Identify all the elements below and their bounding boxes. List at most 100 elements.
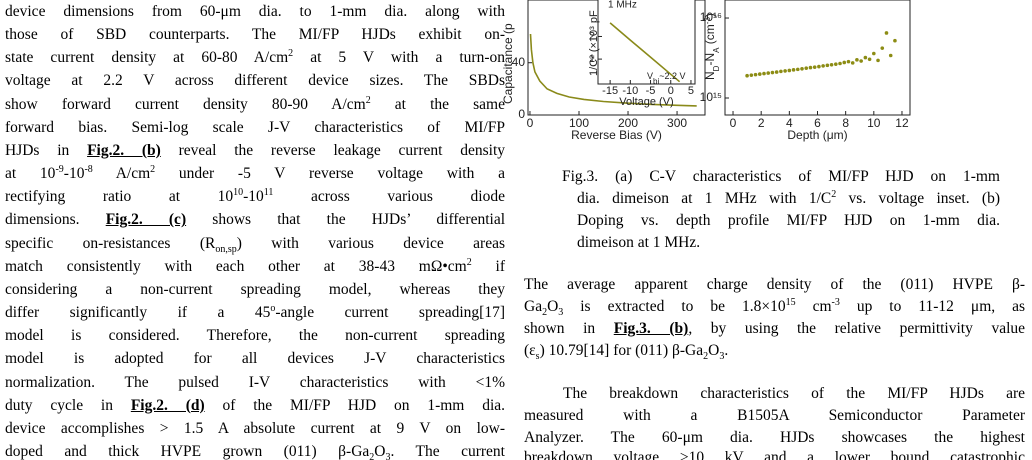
text-line: match consistently with each other at 38… bbox=[5, 257, 505, 276]
text-line: differ significantly if a 45o-angle curr… bbox=[5, 303, 505, 322]
text-run: ) bbox=[703, 13, 717, 17]
text-run: shown in bbox=[524, 320, 614, 337]
figure-reference[interactable]: Fig.2. (d) bbox=[130, 396, 205, 414]
text-run: O bbox=[374, 443, 386, 460]
text-run: forward bias. Semi-log scale J-V charact… bbox=[5, 118, 505, 136]
y-tick-label: 0 bbox=[518, 107, 525, 121]
text-run: is extracted to be 1.8×10 bbox=[563, 298, 786, 315]
data-point bbox=[850, 61, 855, 65]
x-tick-label: 12 bbox=[895, 116, 909, 130]
x-tick-label: -10 bbox=[622, 85, 638, 97]
data-point bbox=[753, 72, 758, 77]
data-point bbox=[863, 55, 868, 60]
data-point bbox=[745, 73, 749, 78]
data-point bbox=[812, 65, 817, 69]
subscript: 3 bbox=[558, 307, 564, 319]
y-axis-label: Capacitance (p bbox=[501, 23, 515, 104]
figure-reference[interactable]: Fig.3. (b) bbox=[613, 320, 689, 337]
x-tick-label: 0 bbox=[730, 116, 737, 130]
y-tick-label: 40 bbox=[512, 55, 526, 69]
text-run: HJDs in bbox=[5, 141, 88, 159]
text-line: device dimensions from 60-μm dia. to 1-m… bbox=[5, 2, 505, 21]
data-point bbox=[872, 51, 876, 56]
subscript: on,sp bbox=[215, 243, 237, 255]
data-point bbox=[791, 68, 796, 72]
text-run: vs. voltage inset. (b) bbox=[836, 190, 1000, 207]
data-point bbox=[825, 63, 830, 68]
text-line: shown in Fig.3. (b), by using the relati… bbox=[524, 319, 1025, 338]
figure-reference[interactable]: Fig.2. (c) bbox=[105, 211, 187, 229]
subscript: bi bbox=[653, 77, 659, 86]
data-point bbox=[787, 68, 792, 73]
data-point bbox=[888, 53, 893, 58]
text-line: dimensions. Fig.2. (c) shows that the HJ… bbox=[5, 210, 505, 229]
text-line: specific on-resistances (Ron,sp) with va… bbox=[5, 234, 505, 255]
y-tick-label: 1 bbox=[589, 53, 595, 65]
subscript: s bbox=[535, 351, 540, 363]
superscript: -9 bbox=[55, 163, 64, 175]
data-point bbox=[804, 66, 809, 70]
text-run: dimeison at 1 MHz. bbox=[577, 234, 701, 251]
text-run: at the same bbox=[370, 95, 505, 113]
text-run: The breakdown characteristics of the MI/… bbox=[563, 385, 1025, 402]
superscript: 2 bbox=[365, 94, 371, 106]
text-line: Ga2O3 is extracted to be 1.8×1015 cm-3 u… bbox=[524, 296, 1026, 319]
y-axis-label: 1/C² (×10³ pF bbox=[588, 10, 600, 76]
text-run: O bbox=[547, 298, 559, 315]
text-line: those of SBD counterparts. The MI/FP HJD… bbox=[5, 25, 505, 44]
text-run: up to 11-12 μm, as bbox=[839, 298, 1026, 315]
text-run: -10 bbox=[63, 165, 85, 183]
x-axis-label: Depth (μm) bbox=[787, 128, 847, 142]
text-run: Fig.3. (a) C-V characteristics of MI/FP … bbox=[562, 168, 1000, 185]
subscript: 2 bbox=[542, 307, 548, 319]
text-run: V bbox=[647, 71, 653, 81]
text-run: device accomplishes > 1.5 A absolute cur… bbox=[5, 419, 505, 437]
text-line: (εs) 10.79[14] for (011) β-Ga2O3. bbox=[524, 341, 1025, 363]
data-point bbox=[774, 70, 779, 74]
text-run: measured with a B1505A Semiconductor Par… bbox=[524, 407, 1025, 424]
text-line: normalization. The pulsed I-V characteri… bbox=[5, 373, 505, 392]
text-run: considering a non-current spreading mode… bbox=[5, 280, 505, 298]
text-run: rectifying ratio at 10 bbox=[5, 188, 234, 206]
data-point bbox=[817, 64, 821, 69]
text-run: of the MI/FP HJD on 1-mm dia. bbox=[204, 396, 506, 414]
inset-annotation: Vbi~2.2 V bbox=[647, 71, 686, 86]
data-point bbox=[876, 58, 880, 63]
text-line: model is adopted for all devices J-V cha… bbox=[5, 349, 505, 368]
subscript: 3 bbox=[385, 452, 391, 460]
text-run: ) 10.79[14] for (011) β-Ga bbox=[539, 342, 704, 359]
figure-reference[interactable]: Fig.2. (b) bbox=[87, 141, 161, 159]
text-line: HJDs in Fig.2. (b) reveal the reverse le… bbox=[5, 141, 505, 160]
text-run: dia. dimeison at 1 MHz with 1/C bbox=[577, 190, 832, 207]
data-point bbox=[808, 65, 813, 70]
data-point bbox=[757, 72, 762, 76]
x-axis-label: Reverse Bias (V) bbox=[571, 128, 662, 142]
subscript: 3 bbox=[719, 351, 725, 363]
text-line: rectifying ratio at 1010-1011 across var… bbox=[5, 187, 505, 206]
text-run: reveal the reverse leakage current densi… bbox=[160, 141, 505, 159]
data-point bbox=[884, 31, 889, 35]
superscript: -3 bbox=[831, 296, 840, 308]
data-point bbox=[762, 71, 766, 76]
y-axis-label: ND-NA (cm-3) bbox=[703, 13, 721, 80]
text-run: across various diode bbox=[273, 188, 505, 206]
x-tick-label: 100 bbox=[569, 116, 589, 130]
text-run: if bbox=[471, 257, 506, 275]
x-tick-label: 2 bbox=[758, 116, 765, 130]
text-run: , by using the relative permittivity val… bbox=[688, 320, 1026, 337]
text-run: differ significantly if a 45 bbox=[5, 304, 271, 322]
text-run: The average apparent charge density of t… bbox=[524, 276, 1025, 293]
text-run: under -5 V reverse voltage with a bbox=[155, 165, 505, 183]
text-line: Doping vs. depth profile MI/FP HJD on 1-… bbox=[577, 211, 1000, 230]
text-line: duty cycle in Fig.2. (d) of the MI/FP HJ… bbox=[5, 396, 505, 415]
text-run: those of SBD counterparts. The MI/FP HJD… bbox=[5, 26, 505, 44]
text-run: ) with various device areas bbox=[236, 234, 505, 252]
subscript: D bbox=[712, 65, 721, 71]
superscript: 11 bbox=[263, 187, 274, 199]
text-run: model is adopted for all devices J-V cha… bbox=[5, 350, 505, 368]
y-tick-label: 10¹⁶ bbox=[700, 10, 722, 24]
text-run: device dimensions from 60-μm dia. to 1-m… bbox=[5, 3, 505, 20]
text-run: ~2.2 V bbox=[659, 71, 685, 81]
text-run: cm bbox=[795, 298, 832, 315]
